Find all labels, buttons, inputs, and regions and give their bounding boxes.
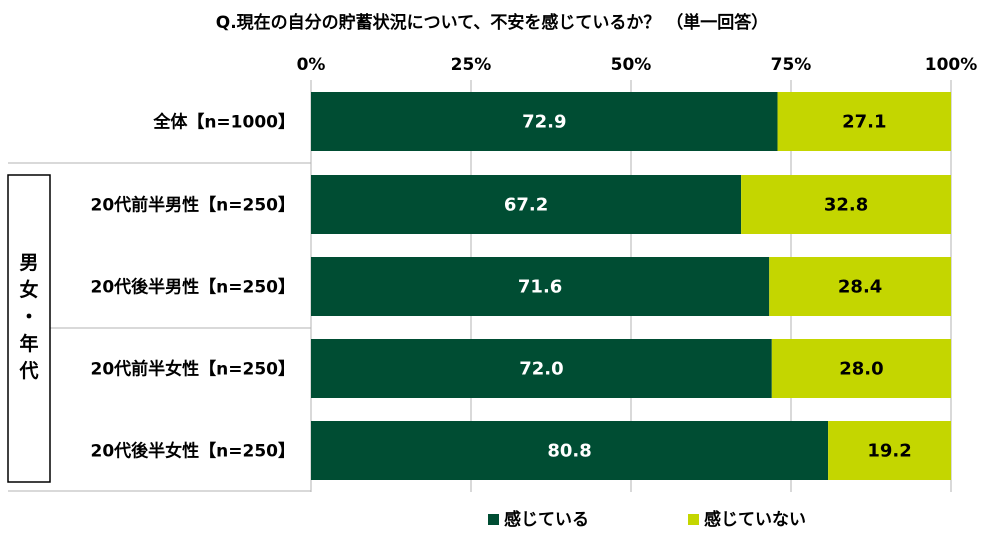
category-labels: 全体【n=1000】 20代前半男性【n=250】 20代後半男性【n=250】 20… [91,112,296,462]
legend-label: 感じている [504,509,589,530]
bar-segment [311,339,772,398]
data-label: 67.2 [504,195,548,216]
bar-segment [771,339,951,398]
group-label-char: 男 [19,252,38,274]
bar-segment [311,175,742,234]
data-label: 72.9 [522,112,566,133]
x-tick-label: 50% [611,55,652,75]
group-label-char: 代 [18,360,38,382]
category-label: 20代前半女性【n=250】 [91,359,296,380]
legend-swatch [488,514,499,525]
data-label: 72.0 [519,359,563,380]
data-label: 32.8 [824,195,868,216]
bar-segment [311,92,778,151]
bar-segment [311,257,770,316]
group-label-char: 女 [19,278,38,301]
data-label: 27.1 [842,112,886,133]
group-label-char: 年 [19,332,38,355]
legend-label: 感じていない [704,509,806,530]
data-label: 19.2 [867,441,911,462]
bar-segment [828,421,951,480]
group-label-char: ・ [19,306,38,328]
data-label: 71.6 [518,277,562,298]
bars: 72.9 27.1 67.2 32.8 71.6 28.4 72.0 28.0 80.8 19.2 [311,92,951,480]
bar-segment [769,257,951,316]
legend: 感じている 感じていない [488,509,806,530]
x-tick-label: 0% [297,55,326,75]
bar-segment [777,92,951,151]
category-frame: 男女・年代 [7,162,311,492]
data-label: 28.0 [839,359,883,380]
bar-segment [311,421,829,480]
chart-title: Q.現在の自分の貯蓄状況について、不安を感じているか？ （単一回答） [216,12,768,33]
x-tick-label: 75% [771,55,812,75]
group-label-box [7,174,51,483]
data-label: 28.4 [838,277,882,298]
x-axis-ticks: 0% 25% 50% 75% 100% [297,55,978,75]
category-label: 20代後半男性【n=250】 [91,277,296,298]
legend-swatch [688,514,699,525]
x-tick-label: 100% [925,55,978,75]
bar-segment [741,175,951,234]
category-label: 20代前半男性【n=250】 [91,195,296,216]
category-label: 全体【n=1000】 [152,112,295,133]
category-label: 20代後半女性【n=250】 [91,441,296,462]
x-tick-label: 25% [451,55,492,75]
data-label: 80.8 [547,441,591,462]
